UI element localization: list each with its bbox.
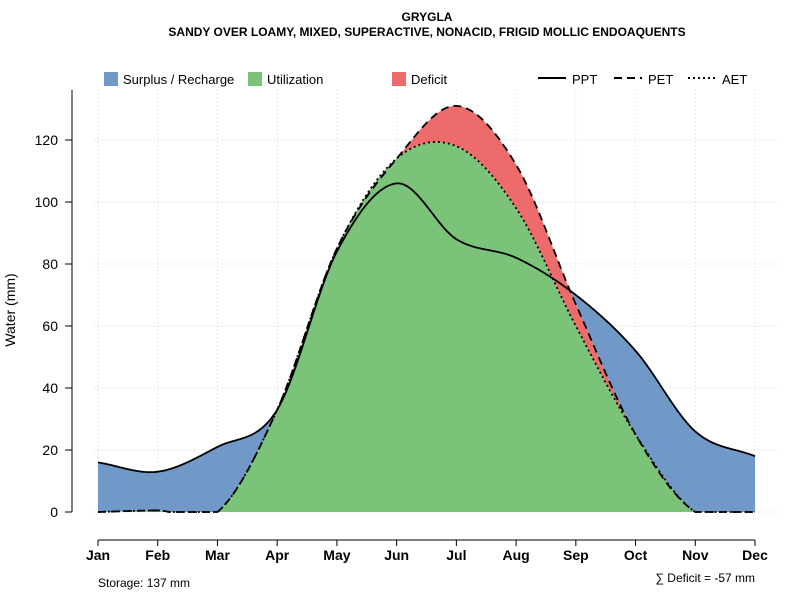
legend-item-pet: PET: [614, 72, 673, 87]
y-tick-label: 100: [35, 194, 59, 210]
legend-label: Utilization: [267, 72, 323, 87]
legend-item-surplus-recharge: Surplus / Recharge: [104, 72, 234, 87]
storage-note: Storage: 137 mm: [98, 576, 190, 590]
y-tick-label: 0: [50, 504, 58, 520]
chart-subtitle: SANDY OVER LOAMY, MIXED, SUPERACTIVE, NO…: [168, 25, 685, 39]
legend-label: PPT: [572, 72, 597, 87]
x-tick-label-aug: Aug: [503, 547, 530, 563]
x-tick-label-feb: Feb: [145, 547, 170, 563]
legend-item-ppt: PPT: [538, 72, 597, 87]
series-lines: [97, 105, 756, 513]
legend-label: PET: [648, 72, 673, 87]
legend-label: AET: [722, 72, 747, 87]
series-line-aet: [97, 141, 756, 513]
x-tick-label-oct: Oct: [624, 547, 648, 563]
x-tick-label-may: May: [323, 547, 350, 563]
x-tick-label-mar: Mar: [205, 547, 230, 563]
legend-label: Surplus / Recharge: [123, 72, 234, 87]
y-tick-label: 20: [42, 442, 58, 458]
legend-swatch: [248, 72, 262, 86]
series-line-ppt: [97, 182, 756, 474]
utilization-area: [98, 141, 756, 512]
y-tick-label: 80: [42, 256, 58, 272]
axes: 0 20 40 60 80 100 120 Jan Feb Mar Apr May Jun Jul Aug S…: [35, 90, 768, 563]
x-tick-label-dec: Dec: [742, 547, 768, 563]
x-tick-label-jun: Jun: [384, 547, 409, 563]
y-tick-label: 120: [35, 132, 59, 148]
legend: Surplus / Recharge Utilization Deficit PPT P…: [104, 72, 747, 87]
y-tick-label: 60: [42, 318, 58, 334]
x-tick-label-jul: Jul: [446, 547, 466, 563]
legend-swatch: [104, 72, 118, 86]
legend-swatch: [392, 72, 406, 86]
y-axis-label: Water (mm): [2, 273, 18, 346]
y-tick-label: 40: [42, 380, 58, 396]
x-tick-label-jan: Jan: [86, 547, 110, 563]
deficit-note: ∑ Deficit = -57 mm: [655, 571, 755, 585]
chart-title: GRYGLA: [402, 10, 453, 24]
legend-item-deficit: Deficit: [392, 72, 448, 87]
x-tick-label-nov: Nov: [682, 547, 709, 563]
x-tick-label-sep: Sep: [563, 547, 589, 563]
x-tick-label-apr: Apr: [265, 547, 290, 563]
areas: [98, 105, 756, 513]
legend-item-aet: AET: [688, 72, 747, 87]
legend-label: Deficit: [411, 72, 448, 87]
legend-item-utilization: Utilization: [248, 72, 323, 87]
